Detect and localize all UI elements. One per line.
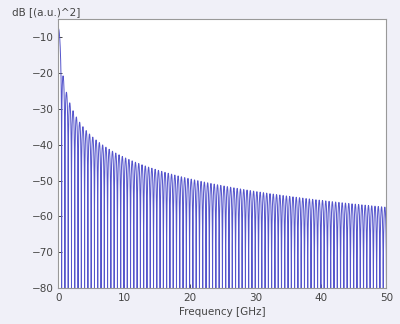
Text: dB [(a.u.)^2]: dB [(a.u.)^2] [12,7,81,17]
X-axis label: Frequency [GHz]: Frequency [GHz] [179,307,266,317]
